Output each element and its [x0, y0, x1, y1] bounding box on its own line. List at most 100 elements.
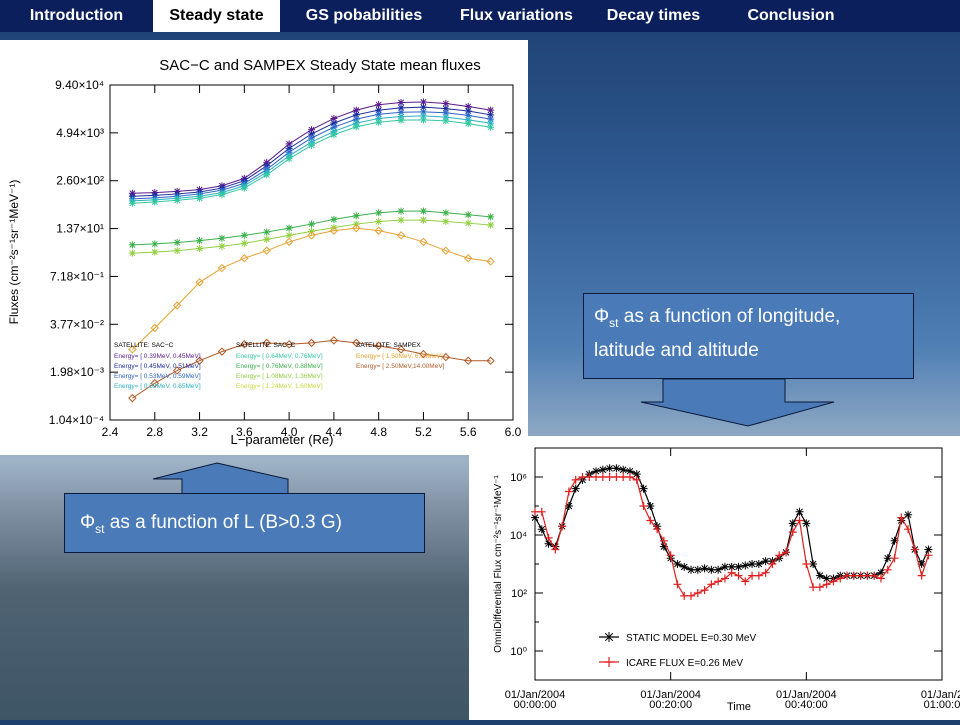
y-tick-label: 1.04×10⁻⁴ — [49, 413, 104, 427]
data-point — [307, 231, 316, 240]
y-axis-label: Fluxes (cm⁻²s⁻¹sr⁻¹MeV⁻¹) — [7, 180, 21, 325]
data-point — [352, 111, 360, 119]
data-point — [240, 184, 248, 192]
data-point — [173, 238, 181, 246]
steady-state-flux-chart: SAC−C and SAMPEX Steady State mean fluxe… — [7, 57, 522, 447]
data-point — [863, 571, 872, 580]
data-point — [419, 349, 428, 359]
data-point — [531, 507, 539, 516]
data-point — [374, 226, 383, 235]
legend-entry: Energy= [ 1.50MeV, 6.00MeV] — [356, 353, 443, 360]
data-point — [571, 484, 580, 493]
data-point — [734, 562, 743, 571]
data-point — [578, 473, 587, 481]
x-tick-label: 3.6 — [236, 425, 253, 439]
data-point — [308, 220, 315, 228]
series-line — [132, 111, 491, 200]
phi-subscript: st — [95, 521, 105, 536]
data-point — [329, 336, 339, 345]
data-point — [308, 134, 315, 142]
data-point — [464, 103, 472, 111]
data-point — [761, 568, 770, 577]
legend-entry: Energy= [ 0.39MeV, 0.45MeV] — [114, 353, 201, 360]
data-point — [673, 560, 682, 568]
data-point — [727, 562, 736, 571]
data-point — [352, 115, 360, 123]
phi-symbol: Φ — [594, 306, 610, 327]
data-point — [173, 196, 181, 204]
y-tick-label: 10⁰ — [510, 646, 527, 658]
data-point — [442, 209, 450, 217]
data-point — [419, 237, 428, 247]
data-point — [558, 522, 567, 531]
up-arrow-icon — [152, 462, 289, 495]
data-point — [795, 507, 804, 516]
data-point — [802, 560, 811, 568]
x-tick-label: 01/Jan/2004 — [640, 689, 701, 701]
data-point — [659, 542, 668, 551]
callout-text: as a function of L (B>0.3 G) — [104, 512, 342, 533]
data-point — [285, 144, 293, 152]
data-point — [625, 473, 634, 481]
data-point — [632, 470, 641, 479]
y-tick-label: 4.94×10³ — [56, 126, 104, 140]
data-point — [890, 554, 899, 563]
data-point — [487, 119, 495, 127]
legend-entry: Energy= [ 0.64MeV, 0.76MeV] — [236, 353, 323, 360]
y-tick-label: 10² — [511, 588, 527, 600]
data-point — [397, 113, 405, 121]
data-point — [285, 155, 293, 163]
longitude-flux-plot: 10⁶ 10⁴ 10² 10⁰ 01/Jan/2004 00:00:00 01/Jan/20… — [469, 436, 960, 720]
data-point — [352, 223, 361, 233]
data-point — [917, 560, 926, 568]
data-point — [419, 103, 427, 111]
chart-title: SAC−C and SAMPEX Steady State mean fluxe… — [159, 57, 480, 74]
data-point — [605, 464, 614, 473]
tab-flux-variations[interactable]: Flux variations — [460, 7, 573, 24]
legend-marker — [604, 632, 614, 642]
tab-conclusion[interactable]: Conclusion — [747, 7, 835, 24]
data-point — [487, 123, 495, 131]
data-point — [707, 565, 716, 574]
data-point — [815, 583, 824, 592]
data-point — [128, 393, 137, 403]
data-point — [263, 235, 271, 243]
tab-introduction[interactable]: Introduction — [29, 7, 124, 24]
data-point — [352, 338, 361, 348]
data-point — [768, 560, 777, 568]
data-point — [673, 580, 682, 589]
legend-entry: Energy= [ 1.24MeV, 1.60MeV] — [236, 383, 323, 390]
data-point — [397, 104, 405, 112]
tab-steady-state[interactable]: Steady state — [153, 0, 280, 32]
data-point — [329, 226, 339, 235]
x-tick-label: 5.2 — [415, 425, 432, 439]
steady-state-flux-plot: SAC−C and SAMPEX Steady State mean fluxe… — [0, 40, 528, 455]
data-point — [196, 244, 204, 252]
data-point — [396, 231, 406, 240]
data-point — [442, 109, 450, 117]
tab-decay-times[interactable]: Decay times — [606, 7, 701, 24]
y-tick-label: 7.18×10⁻¹ — [50, 269, 104, 283]
data-point — [150, 323, 159, 333]
legend-entry: ICARE FLUX E=0.26 MeV — [626, 658, 743, 669]
callout-text-line1: as a function of longitude, — [618, 306, 841, 327]
data-point — [330, 131, 338, 139]
data-point — [849, 571, 858, 580]
data-point — [396, 345, 406, 354]
y-tick-label: 10⁶ — [510, 472, 527, 484]
callout-longitude-latitude-altitude: Φst as a function of longitude, latitude… — [583, 293, 914, 379]
data-point — [666, 551, 675, 560]
data-point — [795, 516, 804, 525]
data-point — [284, 237, 294, 247]
data-point — [419, 207, 427, 215]
x-tick-label: 00:40:00 — [785, 699, 828, 711]
x-tick-label: 3.2 — [191, 425, 208, 439]
data-point — [883, 565, 892, 574]
tab-gs-pobabilities[interactable]: GS pobabilities — [305, 7, 423, 24]
data-point — [612, 464, 621, 473]
data-point — [195, 356, 204, 365]
down-arrow-icon — [640, 378, 835, 427]
data-point — [172, 301, 182, 310]
y-tick-label: 10⁴ — [510, 530, 527, 542]
data-point — [375, 106, 383, 114]
